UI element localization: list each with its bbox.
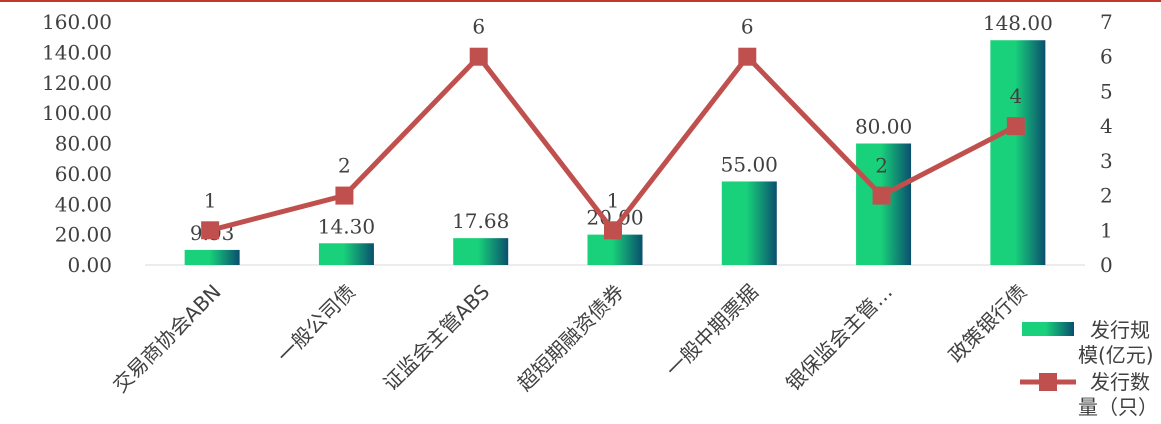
bar [990,40,1046,265]
left-axis: 0.00 20.00 40.00 60.00 80.00 100.00 120.00 140.… [42,10,112,277]
line-marker [469,47,488,66]
top-border-line [0,0,1161,2]
right-axis: 0 1 2 3 4 5 6 7 [1100,10,1113,277]
left-axis-tick-label: 100.00 [42,101,112,125]
bar-value-label: 55.00 [721,152,778,176]
line-value-label: 6 [741,15,754,39]
right-axis-tick-label: 2 [1100,184,1113,208]
line-marker [201,221,220,240]
right-axis-tick-label: 3 [1100,149,1113,173]
line-marker [872,186,891,205]
legend-line-label-line: 发行数 [1090,370,1150,394]
left-axis-tick-label: 140.00 [42,40,112,64]
bar-value-label: 80.00 [855,115,912,139]
right-axis-tick-label: 5 [1100,79,1113,103]
line-value-label: 1 [607,188,620,212]
category-label: 一般公司债 [272,280,360,368]
bar [318,243,374,265]
line-series [201,47,1025,240]
legend-bar-swatch [1022,322,1074,336]
left-axis-tick-label: 120.00 [42,71,112,95]
category-labels: 交易商协会ABN 一般公司债 证监会主管ABS 超短期融资债券 一般中期票据 银保监会主管… [108,280,1031,398]
line-value-label: 2 [875,154,888,178]
bar [587,234,643,265]
right-axis-tick-label: 1 [1100,218,1113,242]
category-label: 交易商协会ABN [108,280,226,398]
left-axis-tick-label: 0.00 [67,253,112,277]
line-marker [1006,117,1025,136]
legend-line-marker [1039,373,1057,391]
bar [453,238,509,265]
line-marker [738,47,757,66]
legend-bar-label-line: 发行规 [1090,318,1150,342]
right-axis-tick-label: 0 [1100,253,1113,277]
bar-series [184,40,1046,265]
line-value-label: 6 [472,15,485,39]
legend-line-label-line: 量（只） [1078,395,1158,419]
bar [184,249,240,265]
bar-value-label: 17.68 [452,209,509,233]
line-marker [604,221,622,240]
line-value-label: 1 [204,188,217,212]
bar-value-label: 14.30 [318,214,375,238]
left-axis-tick-label: 40.00 [55,192,112,216]
category-label: 银保监会主管… [781,280,897,396]
line-value-label: 4 [1009,84,1022,108]
left-axis-tick-label: 20.00 [55,223,112,247]
right-axis-tick-label: 7 [1100,10,1113,34]
right-axis-tick-label: 4 [1100,114,1113,138]
category-label: 政策银行债 [944,280,1032,368]
bar [721,181,777,265]
category-label: 一般中期票据 [661,280,763,382]
left-axis-tick-label: 60.00 [55,162,112,186]
right-axis-tick-label: 6 [1100,45,1113,69]
line-value-labels: 1 2 6 1 6 2 4 [204,15,1022,213]
legend-bar-label-line: 模(亿元) [1078,343,1154,367]
left-axis-tick-label: 80.00 [55,132,112,156]
category-label: 超短期融资债券 [513,280,629,396]
line-value-label: 2 [338,154,351,178]
left-axis-tick-label: 160.00 [42,10,112,34]
category-label: 证监会主管ABS [378,280,494,396]
line-marker [335,186,354,205]
bar-value-label: 148.00 [983,11,1053,35]
